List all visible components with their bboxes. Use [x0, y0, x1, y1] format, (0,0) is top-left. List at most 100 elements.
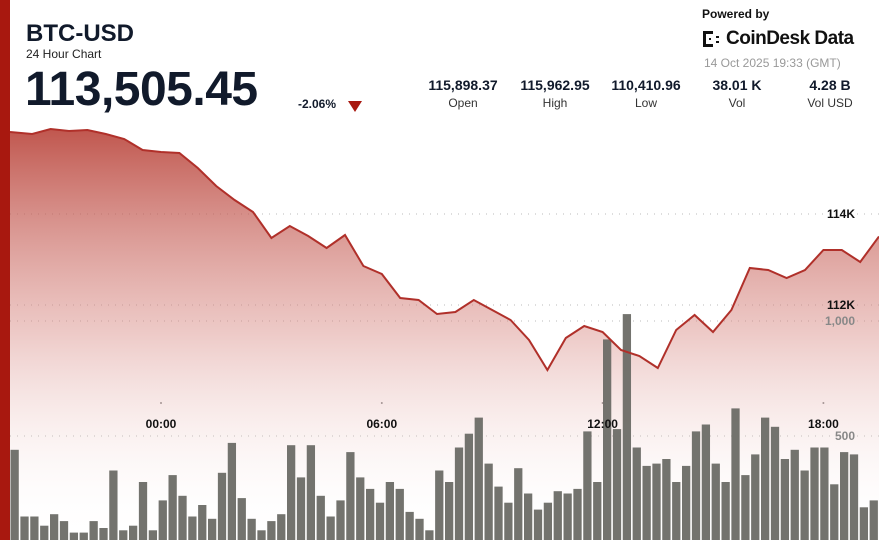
- price-tick-label: 112K: [827, 298, 855, 312]
- volume-bar: [682, 465, 691, 540]
- price-change: -2.06%: [298, 97, 337, 111]
- stat-value: 4.28 B: [809, 77, 851, 93]
- volume-bar: [257, 530, 266, 540]
- powered-by-label: Powered by: [702, 7, 770, 21]
- volume-bar: [612, 429, 622, 540]
- volume-bar: [780, 459, 790, 540]
- volume-bar: [445, 482, 454, 540]
- volume-bar: [524, 493, 533, 540]
- volume-bar: [277, 514, 286, 540]
- volume-bar: [563, 493, 572, 540]
- time-tick-label: 18:00: [808, 417, 839, 431]
- volume-bar: [721, 482, 730, 540]
- stat-open: 115,898.37 Open: [420, 77, 506, 110]
- volume-bar: [10, 449, 19, 540]
- volume-bar: [326, 516, 335, 540]
- stat-label: Open: [448, 96, 478, 110]
- volume-bar: [820, 447, 829, 540]
- volume-bar: [287, 445, 296, 540]
- volume-bar: [672, 482, 681, 540]
- volume-bar: [830, 484, 839, 540]
- volume-bar: [69, 532, 79, 540]
- volume-bar: [296, 477, 306, 540]
- volume-bar: [267, 521, 276, 540]
- volume-tick-label: 1,000: [825, 314, 855, 328]
- volume-bar: [415, 518, 424, 540]
- down-arrow-icon: [348, 101, 362, 112]
- volume-bar: [59, 521, 69, 540]
- volume-bar: [316, 495, 325, 540]
- volume-bar: [109, 470, 118, 540]
- stat-label: Low: [634, 96, 657, 110]
- volume-bar: [227, 442, 237, 540]
- volume-bar: [662, 459, 671, 540]
- volume-bar: [346, 452, 355, 540]
- volume-bar: [642, 465, 651, 540]
- accent-bar: [0, 0, 10, 540]
- volume-bar: [573, 488, 582, 540]
- time-tick-label: 00:00: [146, 417, 177, 431]
- volume-bar: [198, 505, 207, 540]
- volume-bar: [385, 482, 395, 540]
- chart-subtitle: 24 Hour Chart: [26, 47, 102, 61]
- volume-bar: [514, 468, 523, 540]
- volume-bar: [158, 500, 167, 540]
- volume-bar: [138, 482, 148, 540]
- volume-bar: [543, 502, 553, 540]
- volume-bar: [454, 447, 464, 540]
- stat-label: High: [542, 96, 568, 110]
- volume-bar: [336, 500, 345, 540]
- volume-bar: [504, 502, 513, 540]
- volume-bar: [593, 482, 602, 540]
- coindesk-mark-icon: [703, 31, 719, 47]
- volume-bar: [859, 507, 869, 540]
- volume-bar: [632, 447, 641, 540]
- volume-bar: [731, 408, 740, 540]
- stat-value: 115,962.95: [520, 77, 590, 93]
- coindesk-logo: CoinDesk Data: [702, 28, 854, 50]
- volume-bar: [553, 491, 562, 540]
- volume-bar: [168, 475, 177, 540]
- volume-bar: [869, 500, 878, 540]
- volume-bar: [247, 518, 256, 540]
- volume-bar: [208, 518, 217, 540]
- volume-bar: [119, 530, 128, 540]
- stat-value: 110,410.96: [611, 77, 681, 93]
- volume-bar: [405, 511, 414, 540]
- volume-bar: [770, 426, 780, 540]
- volume-bar: [840, 452, 849, 540]
- stat-vol-usd: 4.28 B Vol USD: [795, 77, 865, 110]
- volume-bar: [40, 525, 49, 540]
- volume-bar: [366, 488, 375, 540]
- price-area: [10, 129, 879, 540]
- volume-bar: [356, 477, 365, 540]
- current-price: 113,505.45: [25, 63, 258, 116]
- stat-vol: 38.01 K Vol: [702, 77, 772, 110]
- volume-bar: [790, 449, 799, 540]
- stat-value: 38.01 K: [712, 77, 762, 93]
- volume-bar: [178, 495, 187, 540]
- timestamp: 14 Oct 2025 19:33 (GMT): [704, 56, 841, 70]
- volume-bar: [20, 516, 29, 540]
- volume-bar: [464, 433, 474, 540]
- volume-tick-label: 500: [835, 429, 855, 443]
- volume-bar: [375, 502, 385, 540]
- volume-bar: [395, 488, 404, 540]
- volume-bar: [849, 454, 859, 540]
- symbol-title: BTC-USD: [26, 20, 134, 47]
- stat-high: 115,962.95 High: [512, 77, 598, 110]
- volume-bar: [474, 417, 483, 540]
- price-line: [9, 127, 879, 372]
- volume-bar: [129, 525, 138, 540]
- volume-bar: [741, 475, 750, 540]
- volume-bar: [237, 498, 246, 540]
- volume-bar: [533, 509, 543, 540]
- volume-bar: [89, 521, 98, 540]
- volume-bar: [50, 514, 59, 540]
- price-tick-label: 114K: [827, 207, 855, 221]
- volume-bar: [711, 463, 720, 540]
- volume-bar: [30, 516, 39, 540]
- volume-bar: [425, 530, 434, 540]
- time-tick-label: 06:00: [366, 417, 397, 431]
